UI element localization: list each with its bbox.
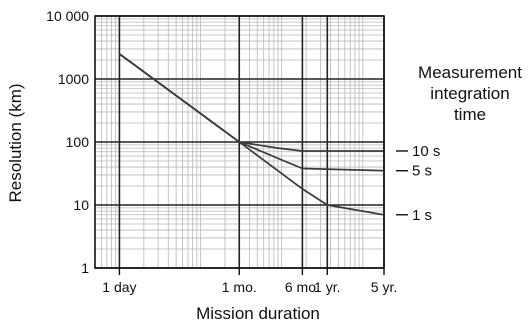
series-label: 5 s (412, 163, 432, 180)
x-ticks: 1 day 1 mo. 6 mo.1 yr. 5 yr. (102, 268, 397, 295)
series-line (118, 53, 385, 216)
series-labels: 10 s 5 s 1 s (396, 143, 440, 224)
x-tick-label: 6 mo. (285, 279, 320, 295)
x-axis-title: Mission duration (196, 304, 320, 323)
series-line (118, 53, 384, 152)
legend-title-line: Measurement (418, 63, 522, 82)
legend-title: Measurement integration time (418, 63, 522, 124)
legend-title-line: time (454, 105, 486, 124)
series-label: 1 s (412, 207, 432, 224)
y-axis-title: Resolution (km) (6, 83, 25, 202)
y-tick-label: 1 (81, 260, 89, 276)
legend-title-line: integration (430, 84, 509, 103)
y-tick-label: 100 (66, 134, 90, 150)
y-tick-label: 10 000 (46, 8, 89, 24)
series-lines (118, 53, 385, 216)
x-tick-label: 5 yr. (371, 279, 397, 295)
y-tick-label: 1000 (58, 71, 89, 87)
series-label: 10 s (412, 143, 440, 160)
y-ticks: 1 10 100 1000 10 000 (46, 8, 89, 276)
y-tick-label: 10 (73, 197, 89, 213)
x-tick-label: 1 yr. (314, 279, 340, 295)
x-tick-label: 1 mo. (222, 279, 257, 295)
x-tick-label: 1 day (102, 279, 136, 295)
